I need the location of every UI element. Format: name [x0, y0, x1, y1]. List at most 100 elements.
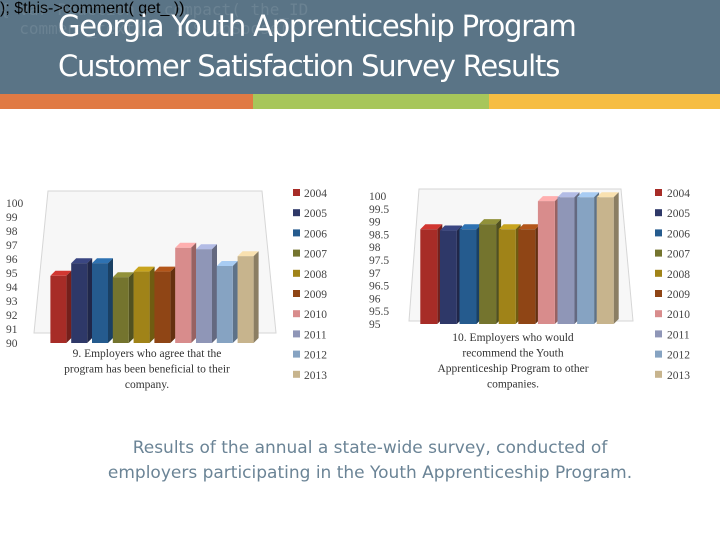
- accent-stripe-green: [253, 94, 489, 109]
- accent-stripe-yellow: [489, 94, 720, 109]
- svg-text:2004: 2004: [667, 188, 690, 200]
- legend-entry-2006: 2006: [655, 228, 690, 240]
- bar-2004: [420, 224, 443, 324]
- bar-2010: [175, 242, 197, 343]
- bar-2007: [479, 219, 502, 324]
- bar-2012: [216, 261, 238, 343]
- y-tick-label: 92: [6, 310, 18, 322]
- legend-entry-2004: 2004: [655, 188, 690, 200]
- y-tick-label: 94: [6, 282, 18, 294]
- legend-entry-2008: 2008: [293, 269, 327, 281]
- svg-text:2008: 2008: [667, 269, 690, 281]
- svg-text:2013: 2013: [304, 370, 327, 382]
- legend-entry-2009: 2009: [655, 289, 690, 301]
- svg-text:2010: 2010: [667, 309, 690, 321]
- bar-2013: [596, 192, 619, 324]
- y-tick-label: 95.5: [369, 306, 389, 318]
- slide-header: { var Reaction = compact( the_ID comment…: [0, 0, 720, 94]
- svg-text:2011: 2011: [304, 329, 327, 341]
- y-tick-label: 98: [369, 242, 381, 254]
- y-tick-label: 98.5: [369, 229, 389, 241]
- legend-entry-2012: 2012: [293, 350, 327, 362]
- chart-title-line: recommend the Youth: [462, 348, 564, 360]
- legend-entry-2011: 2011: [293, 329, 327, 341]
- svg-text:2006: 2006: [667, 228, 690, 240]
- bar-2006: [92, 258, 113, 343]
- chart-title-line: company.: [125, 379, 169, 391]
- legend-entry-2010: 2010: [293, 309, 327, 321]
- slide-caption: Results of the annual a state-wide surve…: [60, 436, 680, 486]
- svg-text:2011: 2011: [667, 329, 690, 341]
- legend-entry-2013: 2013: [293, 370, 327, 382]
- svg-text:2007: 2007: [304, 249, 327, 261]
- svg-text:2012: 2012: [304, 350, 327, 362]
- bar-2006: [459, 224, 482, 324]
- y-tick-label: 90: [6, 338, 18, 350]
- chart-svg-beneficial: 100 99 98 97 96 95 94 93 92 91 90 2004 2005 2006 2007 2…: [6, 188, 327, 391]
- svg-text:2005: 2005: [304, 208, 327, 220]
- svg-text:2010: 2010: [304, 309, 327, 321]
- y-tick-label: 98: [6, 226, 18, 238]
- y-tick-label: 100: [369, 191, 387, 203]
- y-tick-label: 95: [369, 319, 381, 331]
- legend-entry-2012: 2012: [655, 350, 690, 362]
- title-line-2: Customer Satisfaction Survey Results: [58, 49, 560, 83]
- legend-entry-2005: 2005: [293, 208, 327, 220]
- bar-2013: [237, 251, 259, 343]
- chart-title-line: program has been beneficial to their: [64, 364, 230, 376]
- bar-2011: [196, 244, 217, 343]
- legend-entry-2006: 2006: [293, 228, 327, 240]
- y-tick-label: 100: [6, 198, 24, 210]
- bar-2004: [50, 270, 72, 343]
- y-tick-label: 99: [6, 212, 18, 224]
- legend-entry-2007: 2007: [293, 249, 327, 261]
- legend-entry-2007: 2007: [655, 249, 690, 261]
- bar-2010: [537, 196, 560, 324]
- svg-text:2007: 2007: [667, 249, 690, 261]
- chart-title-line: companies.: [487, 379, 539, 391]
- svg-text:2004: 2004: [304, 188, 327, 200]
- chart-employers-beneficial: 100 99 98 97 96 95 94 93 92 91 90 2004 2005 2006 2007 2…: [0, 183, 345, 413]
- bar-2008: [498, 224, 521, 324]
- chart-title-line: Apprenticeship Program to other: [437, 363, 588, 375]
- y-tick-label: 97: [369, 268, 381, 280]
- caption-line-2: employers participating in the Youth App…: [107, 463, 633, 483]
- y-tick-label: 91: [6, 324, 18, 336]
- svg-text:2008: 2008: [304, 269, 327, 281]
- bar-2005: [439, 225, 462, 324]
- y-tick-label: 96: [6, 254, 18, 266]
- bar-2009: [154, 266, 176, 343]
- bar-2007: [112, 272, 134, 343]
- y-tick-label: 93: [6, 296, 18, 308]
- y-tick-label: 96.5: [369, 281, 389, 293]
- title-line-1: Georgia Youth Apprenticeship Program: [58, 9, 577, 43]
- y-tick-label: 95: [6, 268, 18, 280]
- legend-entry-2008: 2008: [655, 269, 690, 281]
- legend-entry-2011: 2011: [655, 329, 690, 341]
- chart-title-line: 10. Employers who would: [452, 332, 574, 344]
- bar-2009: [518, 224, 541, 324]
- legend-entry-2010: 2010: [655, 309, 690, 321]
- caption-line-1: Results of the annual a state-wide surve…: [132, 438, 608, 458]
- legend-entry-2004: 2004: [293, 188, 327, 200]
- svg-text:2009: 2009: [304, 289, 327, 301]
- slide-title: Georgia Youth Apprenticeship Program Cus…: [58, 6, 577, 86]
- svg-text:2006: 2006: [304, 228, 327, 240]
- svg-text:2009: 2009: [667, 289, 690, 301]
- chart-title-line: 9. Employers who agree that the: [73, 348, 222, 360]
- svg-text:2013: 2013: [667, 370, 690, 382]
- y-tick-label: 97.5: [369, 255, 389, 267]
- y-tick-label: 99: [369, 217, 381, 229]
- bar-2012: [577, 192, 600, 324]
- legend-entry-2013: 2013: [655, 370, 690, 382]
- chart-employers-recommend: 100 99.5 99 98.5 98 97.5 97 96.5 96 95.5 95 2004 200…: [363, 183, 720, 413]
- svg-text:2005: 2005: [667, 208, 690, 220]
- y-tick-label: 97: [6, 240, 18, 252]
- y-tick-label: 96: [369, 293, 381, 305]
- legend-entry-2009: 2009: [293, 289, 327, 301]
- accent-stripe-orange: [0, 94, 253, 109]
- header-background-code-pattern: { var Reaction = compact( the_ID comment…: [0, 0, 309, 38]
- bar-2008: [133, 266, 155, 343]
- bar-2005: [71, 258, 93, 343]
